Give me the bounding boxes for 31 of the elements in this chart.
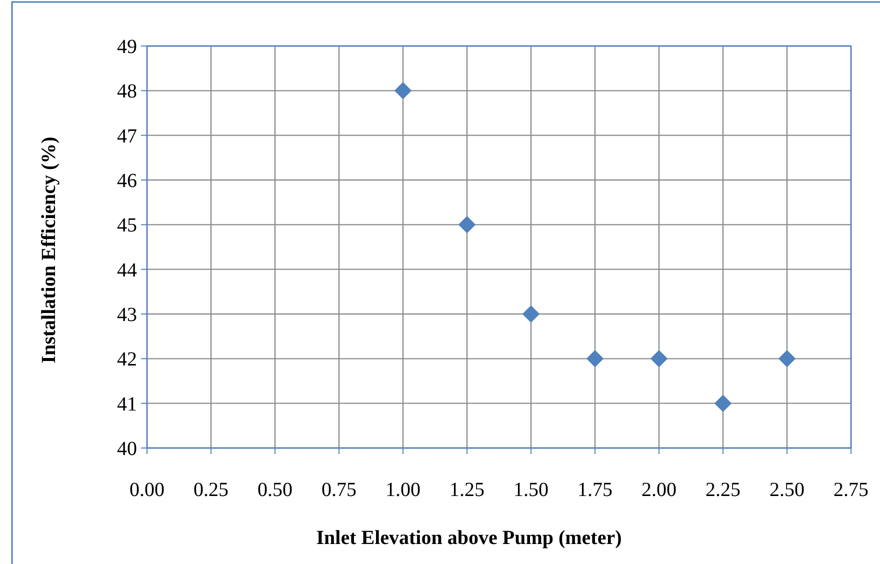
y-tick-label: 49 [117,36,137,58]
x-tick-label: 2.00 [642,479,676,501]
x-tick-label: 1.25 [450,479,484,501]
x-tick-label: 2.50 [770,479,804,501]
x-tick-label: 2.25 [706,479,740,501]
x-tick-label: 0.25 [194,479,228,501]
x-tick-label: 0.75 [322,479,356,501]
x-tick-label: 1.50 [514,479,548,501]
point [522,305,540,323]
y-tick-label: 41 [117,393,137,416]
point [778,350,796,368]
y-tick-label: 48 [117,80,137,103]
point [714,394,732,412]
x-tick-label: 1.00 [386,479,420,501]
point [586,350,604,368]
x-tick-label: 2.75 [834,479,868,501]
y-axis-title: Installation Efficiency (%) [38,136,60,364]
y-tick-label: 42 [117,348,137,371]
x-tick-label: 1.75 [578,479,612,501]
x-tick-label: 0.00 [130,479,164,501]
y-tick-label: 47 [117,125,137,148]
y-tick-label: 40 [117,438,137,460]
y-tick-label: 44 [117,259,137,282]
y-tick-label: 46 [117,170,137,192]
y-tick-label: 45 [117,214,137,237]
point [650,350,668,368]
point [458,216,476,234]
y-tick-label: 43 [117,304,137,326]
x-tick-label: 0.50 [258,479,292,501]
point [394,82,412,100]
x-axis-title: Inlet Elevation above Pump (meter) [316,527,622,549]
